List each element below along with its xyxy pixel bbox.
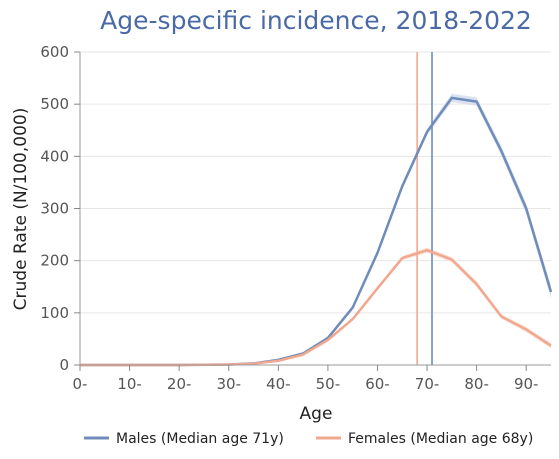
series-line-1: [80, 248, 552, 367]
legend-entry-label: Females (Median age 68y): [348, 431, 533, 447]
x-axis-label: Age: [300, 404, 333, 424]
x-axis-ticks: 0- 10- 20- 30- 40- 50- 60- 70- 80- 90-: [73, 365, 539, 393]
y-tick-label: 200: [40, 252, 69, 270]
x-tick-label: 10-: [117, 375, 142, 393]
y-tick-label: 100: [40, 304, 69, 322]
y-tick-label: 600: [40, 43, 69, 61]
chart-title: Age-specific incidence, 2018-2022: [100, 6, 532, 35]
x-tick-label: 60-: [365, 375, 390, 393]
x-tick-label: 90-: [514, 375, 539, 393]
confidence-band-series-0: [80, 93, 551, 365]
y-tick-label: 0: [59, 356, 69, 374]
legend-entry-label: Males (Median age 71y): [116, 431, 284, 447]
x-tick-label: 20-: [167, 375, 192, 393]
series-line-0: [80, 96, 553, 367]
x-tick-label: 0-: [73, 375, 88, 393]
x-tick-label: 80-: [464, 375, 489, 393]
grid-lines: [80, 51, 551, 314]
legend: Males (Median age 71y) Females (Median ag…: [84, 431, 533, 447]
x-tick-label: 40-: [266, 375, 291, 393]
y-tick-label: 500: [40, 95, 69, 113]
x-tick-label: 70-: [415, 375, 440, 393]
series-lines: [80, 96, 553, 367]
x-tick-label: 50-: [316, 375, 341, 393]
x-tick-label: 30-: [216, 375, 241, 393]
y-axis-ticks: 0 100 200 300 400 500 600: [40, 43, 80, 374]
confidence-bands: [80, 93, 551, 365]
y-axis-label: Crude Rate (N/100,000): [11, 108, 31, 311]
median-age-lines: [416, 52, 433, 365]
y-tick-label: 400: [40, 147, 69, 165]
y-tick-label: 300: [40, 200, 69, 218]
